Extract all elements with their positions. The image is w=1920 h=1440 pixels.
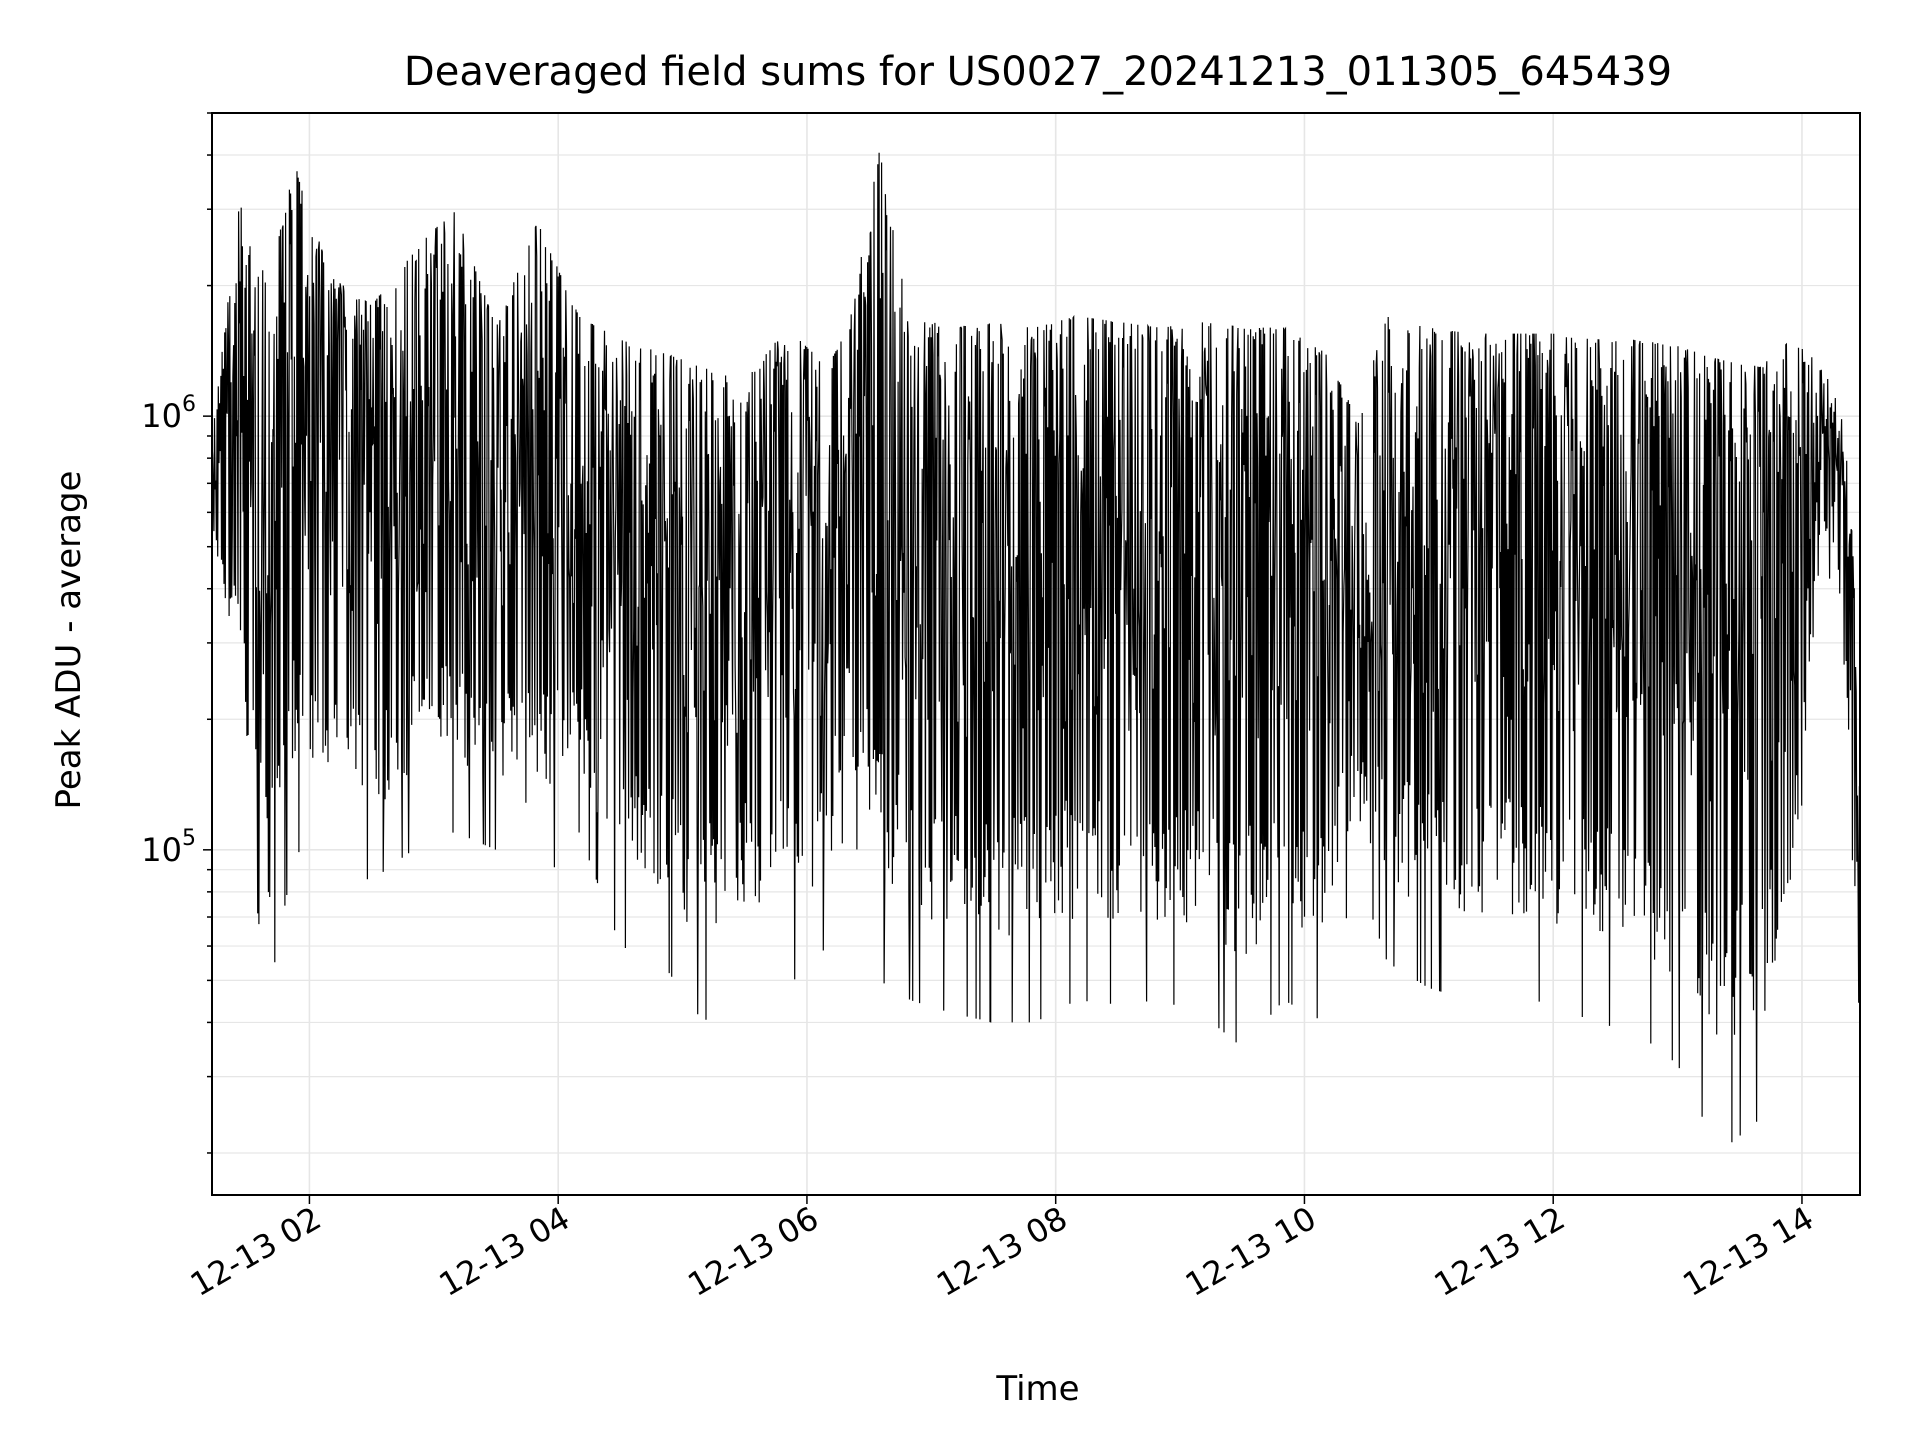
series-layer <box>211 152 1861 1143</box>
chart-title: Deaveraged field sums for US0027_2024121… <box>404 49 1672 95</box>
y-tick-exponent: 6 <box>182 392 196 417</box>
x-axis-label: Time <box>995 1369 1079 1409</box>
y-tick-exponent: 5 <box>182 826 196 851</box>
y-tick-base: 10 <box>141 831 182 869</box>
series-line <box>211 152 1861 1143</box>
y-tick-label: 106 <box>141 392 196 435</box>
y-axis-label: Peak ADU - average <box>49 471 89 810</box>
plot-frame <box>211 112 1861 1196</box>
y-tick-base: 10 <box>141 397 182 435</box>
y-tick-label: 105 <box>141 826 196 869</box>
